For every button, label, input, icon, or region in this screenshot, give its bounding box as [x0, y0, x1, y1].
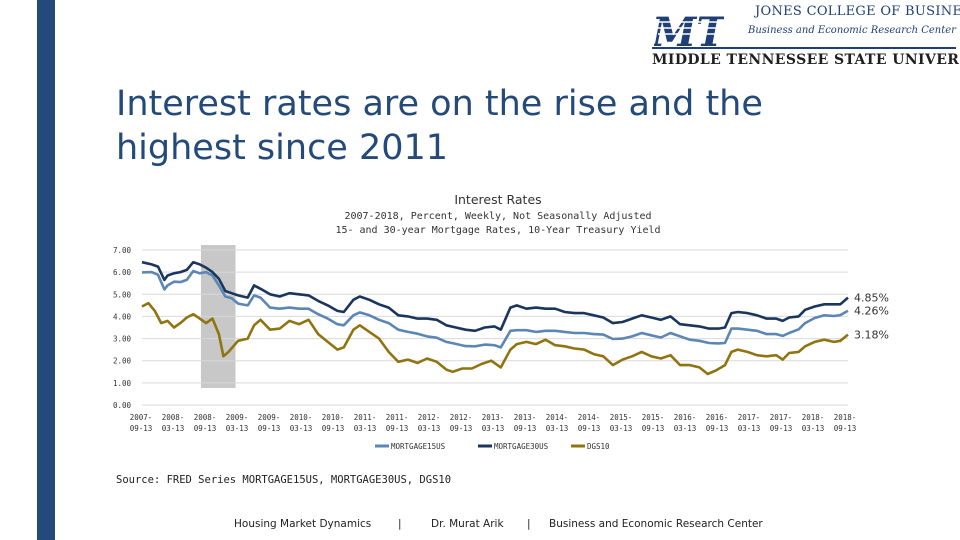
- legend-label: MORTGAGE30US: [494, 442, 549, 451]
- y-tick-label: 5.00: [113, 290, 132, 299]
- x-tick-label: 2011-: [354, 413, 377, 422]
- x-tick-label: 03-13: [482, 424, 505, 433]
- end-value-label: 4.26%: [854, 305, 889, 318]
- x-tick-label: 2013-: [482, 413, 505, 422]
- x-tick-label: 2018-: [834, 413, 857, 422]
- mt-logo-mark-icon: MT: [654, 8, 724, 54]
- end-value-label: 4.85%: [854, 292, 889, 305]
- series-line-mortgage15us: [141, 269, 849, 349]
- footer-organization: Business and Economic Research Center: [549, 518, 763, 530]
- y-tick-label: 0.00: [113, 401, 132, 410]
- x-tick-label: 09-13: [834, 424, 857, 433]
- x-tick-label: 2012-: [450, 413, 473, 422]
- slide-title-line-2: highest since 2011: [116, 128, 449, 168]
- chart-subtitle-1: 2007-2018, Percent, Weekly, Not Seasonal…: [344, 211, 651, 222]
- x-tick-label: 03-13: [802, 424, 825, 433]
- x-tick-label: 2009-: [226, 413, 249, 422]
- x-tick-label: 2016-: [706, 413, 729, 422]
- slide-title: Interest rates are on the rise and the h…: [116, 82, 763, 170]
- x-tick-label: 09-13: [770, 424, 793, 433]
- y-tick-label: 2.00: [113, 357, 132, 366]
- x-tick-label: 2013-: [514, 413, 537, 422]
- x-tick-label: 09-13: [130, 424, 153, 433]
- logo-college-name: JONES COLLEGE OF BUSINESS: [755, 4, 960, 19]
- x-tick-label: 2011-: [386, 413, 409, 422]
- end-value-label: 3.18%: [854, 329, 889, 342]
- x-tick-label: 2014-: [578, 413, 601, 422]
- x-tick-label: 2014-: [546, 413, 569, 422]
- footer-separator: |: [527, 518, 531, 530]
- x-tick-label: 03-13: [418, 424, 441, 433]
- series-line-mortgage30us: [141, 260, 849, 333]
- x-tick-label: 09-13: [578, 424, 601, 433]
- footer-separator: |: [398, 518, 402, 530]
- x-tick-label: 2009-: [258, 413, 281, 422]
- logo-divider: [652, 47, 956, 49]
- y-tick-label: 7.00: [113, 246, 132, 255]
- x-tick-label: 03-13: [226, 424, 249, 433]
- x-tick-label: 2015-: [642, 413, 665, 422]
- chart-subtitle-2: 15- and 30-year Mortgage Rates, 10-Year …: [335, 225, 660, 236]
- x-tick-label: 03-13: [738, 424, 761, 433]
- x-tick-label: 2018-: [802, 413, 825, 422]
- source-note: Source: FRED Series MORTGAGE15US, MORTGA…: [116, 474, 452, 486]
- x-tick-label: 09-13: [194, 424, 217, 433]
- y-tick-label: 1.00: [113, 379, 132, 388]
- logo-center-name: Business and Economic Research Center: [748, 25, 956, 36]
- x-tick-label: 09-13: [322, 424, 345, 433]
- x-tick-label: 09-13: [642, 424, 665, 433]
- x-tick-label: 2007-: [130, 413, 153, 422]
- x-tick-label: 2017-: [738, 413, 761, 422]
- x-tick-label: 09-13: [386, 424, 409, 433]
- svg-text:MT: MT: [654, 9, 724, 54]
- x-tick-label: 09-13: [450, 424, 473, 433]
- x-tick-label: 2017-: [770, 413, 793, 422]
- x-tick-label: 03-13: [354, 424, 377, 433]
- y-tick-label: 4.00: [113, 312, 132, 321]
- x-tick-label: 2008-: [162, 413, 185, 422]
- x-tick-label: 2016-: [674, 413, 697, 422]
- logo-university-name: MIDDLE TENNESSEE STATE UNIVERSITY: [652, 52, 960, 68]
- x-tick-label: 2010-: [290, 413, 313, 422]
- mtsu-logo: MT JONES COLLEGE OF BUSINESS Business an…: [652, 4, 960, 70]
- x-tick-label: 2010-: [322, 413, 345, 422]
- x-tick-label: 03-13: [610, 424, 633, 433]
- y-tick-label: 6.00: [113, 268, 132, 277]
- x-tick-label: 03-13: [546, 424, 569, 433]
- slide-title-line-1: Interest rates are on the rise and the: [116, 84, 763, 124]
- y-tick-label: 3.00: [113, 335, 132, 344]
- x-tick-label: 03-13: [674, 424, 697, 433]
- x-tick-label: 09-13: [514, 424, 537, 433]
- sidebar-accent-bar: [37, 0, 55, 540]
- x-tick-label: 2008-: [194, 413, 217, 422]
- legend-label: MORTGAGE15US: [391, 442, 446, 451]
- x-tick-label: 03-13: [290, 424, 313, 433]
- x-tick-label: 2012-: [418, 413, 441, 422]
- x-tick-label: 03-13: [162, 424, 185, 433]
- footer-author: Dr. Murat Arik: [431, 518, 504, 530]
- x-tick-label: 2015-: [610, 413, 633, 422]
- chart-title: Interest Rates: [454, 192, 541, 207]
- x-tick-label: 09-13: [706, 424, 729, 433]
- legend-label: DGS10: [587, 442, 610, 451]
- series-line-dgs10: [141, 301, 849, 376]
- x-tick-label: 09-13: [258, 424, 281, 433]
- footer-presentation-title: Housing Market Dynamics: [234, 518, 372, 530]
